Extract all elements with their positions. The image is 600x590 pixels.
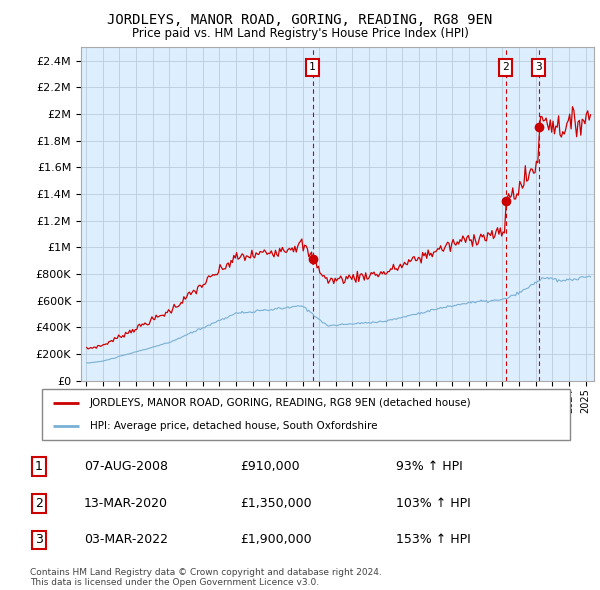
Text: £1,900,000: £1,900,000 xyxy=(240,533,311,546)
Text: 13-MAR-2020: 13-MAR-2020 xyxy=(84,497,168,510)
Text: £1,350,000: £1,350,000 xyxy=(240,497,311,510)
Text: 1: 1 xyxy=(309,62,316,72)
Text: This data is licensed under the Open Government Licence v3.0.: This data is licensed under the Open Gov… xyxy=(30,578,319,587)
Text: JORDLEYS, MANOR ROAD, GORING, READING, RG8 9EN (detached house): JORDLEYS, MANOR ROAD, GORING, READING, R… xyxy=(89,398,471,408)
Text: 03-MAR-2022: 03-MAR-2022 xyxy=(84,533,168,546)
Text: Price paid vs. HM Land Registry's House Price Index (HPI): Price paid vs. HM Land Registry's House … xyxy=(131,27,469,40)
Text: £910,000: £910,000 xyxy=(240,460,299,473)
Text: 153% ↑ HPI: 153% ↑ HPI xyxy=(396,533,471,546)
Text: Contains HM Land Registry data © Crown copyright and database right 2024.: Contains HM Land Registry data © Crown c… xyxy=(30,568,382,576)
Text: 103% ↑ HPI: 103% ↑ HPI xyxy=(396,497,471,510)
Text: 1: 1 xyxy=(35,460,43,473)
Text: 2: 2 xyxy=(502,62,509,72)
FancyBboxPatch shape xyxy=(42,389,570,440)
Text: 3: 3 xyxy=(35,533,43,546)
Text: 2: 2 xyxy=(35,497,43,510)
Text: 3: 3 xyxy=(535,62,542,72)
Text: HPI: Average price, detached house, South Oxfordshire: HPI: Average price, detached house, Sout… xyxy=(89,421,377,431)
Text: 93% ↑ HPI: 93% ↑ HPI xyxy=(396,460,463,473)
Text: 07-AUG-2008: 07-AUG-2008 xyxy=(84,460,168,473)
Text: JORDLEYS, MANOR ROAD, GORING, READING, RG8 9EN: JORDLEYS, MANOR ROAD, GORING, READING, R… xyxy=(107,13,493,27)
